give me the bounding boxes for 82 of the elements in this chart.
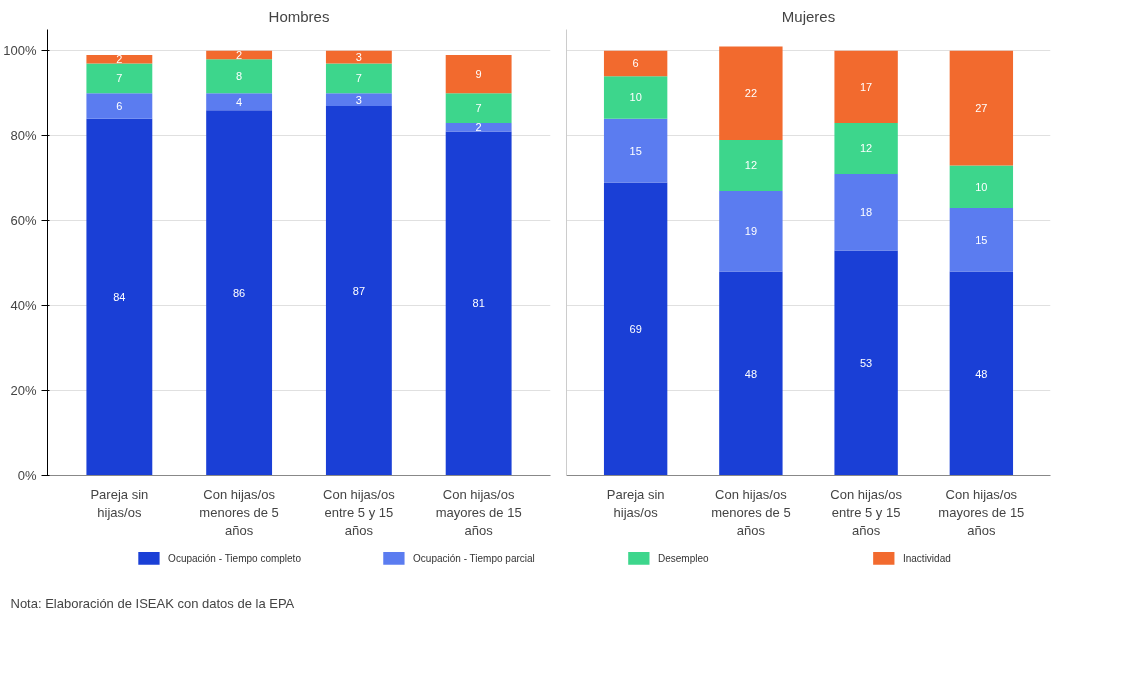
chart-title: Hombres — [268, 7, 330, 25]
data-label: 9 — [475, 68, 482, 81]
text: Nota: Elaboración de ISEAK con datos de la EPA — [10, 595, 295, 611]
bar — [603, 182, 668, 476]
bar — [86, 93, 153, 119]
bar — [325, 63, 392, 94]
y-tick-label: 80% — [10, 128, 37, 144]
data-label: 86 — [233, 286, 246, 299]
bar — [445, 54, 512, 94]
bar — [719, 190, 783, 272]
data-label: 7 — [116, 72, 123, 85]
data-label: 8 — [236, 70, 243, 83]
bar — [603, 76, 668, 119]
y-tick-label: 40% — [10, 298, 37, 314]
legend-label: Inactividad — [902, 552, 951, 564]
bar — [949, 50, 1014, 166]
data-label: 84 — [113, 291, 126, 304]
data-label: 12 — [744, 159, 758, 172]
data-label: 12 — [860, 142, 873, 155]
bar — [445, 131, 512, 476]
data-label: 19 — [744, 225, 758, 238]
bar — [86, 118, 153, 476]
bar — [445, 93, 512, 123]
x-tick-label: Con hijas/os menores de 5 años — [199, 486, 279, 538]
chart-title: Mujeres — [781, 7, 836, 25]
data-label: 81 — [472, 297, 485, 310]
x-tick-label: Pareja sin hijas/os — [606, 486, 665, 520]
bar — [834, 122, 898, 174]
y-tick-label: 100% — [3, 43, 37, 59]
data-label: 15 — [629, 144, 642, 157]
data-label: 17 — [860, 80, 873, 93]
bar — [719, 271, 783, 476]
x-tick-label: Con hijas/os menores de 5 años — [711, 486, 791, 538]
data-label: 3 — [355, 51, 362, 64]
bar — [603, 118, 668, 183]
data-label: 87 — [352, 284, 366, 297]
bar — [834, 173, 898, 251]
x-tick-label: Con hijas/os entre 5 y 15 años — [323, 486, 396, 538]
x-tick-label: Con hijas/os mayores de 15 años — [938, 486, 1025, 538]
data-label: 10 — [629, 91, 642, 104]
data-label: 6 — [632, 57, 639, 70]
data-label: 22 — [744, 87, 758, 100]
bar — [325, 105, 392, 476]
bar — [834, 250, 898, 476]
bar — [949, 271, 1014, 476]
bar — [719, 139, 783, 191]
data-label: 15 — [975, 233, 988, 246]
x-tick-label: Con hijas/os entre 5 y 15 años — [830, 486, 903, 538]
bar — [206, 59, 273, 94]
bar — [949, 207, 1014, 272]
bar — [834, 50, 898, 123]
data-label: 53 — [860, 356, 873, 369]
bar — [603, 50, 668, 77]
data-label: 2 — [236, 48, 243, 61]
data-label: 4 — [236, 95, 243, 108]
data-label: 69 — [629, 322, 642, 335]
data-label: 48 — [744, 367, 758, 380]
bar — [325, 93, 392, 106]
y-tick-label: 0% — [17, 468, 37, 483]
data-label: 48 — [975, 367, 988, 380]
x-tick-label: Pareja sin hijas/os — [90, 486, 149, 520]
x-tick-label: Con hijas/os mayores de 15 años — [435, 486, 522, 538]
data-label: 6 — [116, 99, 123, 112]
y-tick-label: 20% — [10, 383, 37, 399]
data-label: 7 — [355, 72, 362, 85]
data-label: 18 — [860, 206, 873, 219]
data-label: 2 — [475, 121, 482, 134]
bar — [719, 46, 783, 140]
data-label: 2 — [116, 53, 123, 66]
legend-label: Desempleo — [658, 552, 710, 564]
data-label: 7 — [475, 102, 482, 115]
bar — [949, 165, 1014, 208]
data-label: 10 — [975, 180, 988, 193]
data-label: 27 — [975, 102, 988, 115]
bar — [86, 63, 153, 94]
data-label: 3 — [355, 93, 362, 106]
bar — [206, 110, 273, 476]
legend-label: Ocupación - Tiempo parcial — [413, 552, 535, 564]
y-tick-label: 60% — [10, 213, 37, 229]
bar — [325, 50, 392, 64]
bar — [206, 93, 273, 111]
legend-label: Ocupación - Tiempo completo — [168, 552, 302, 564]
